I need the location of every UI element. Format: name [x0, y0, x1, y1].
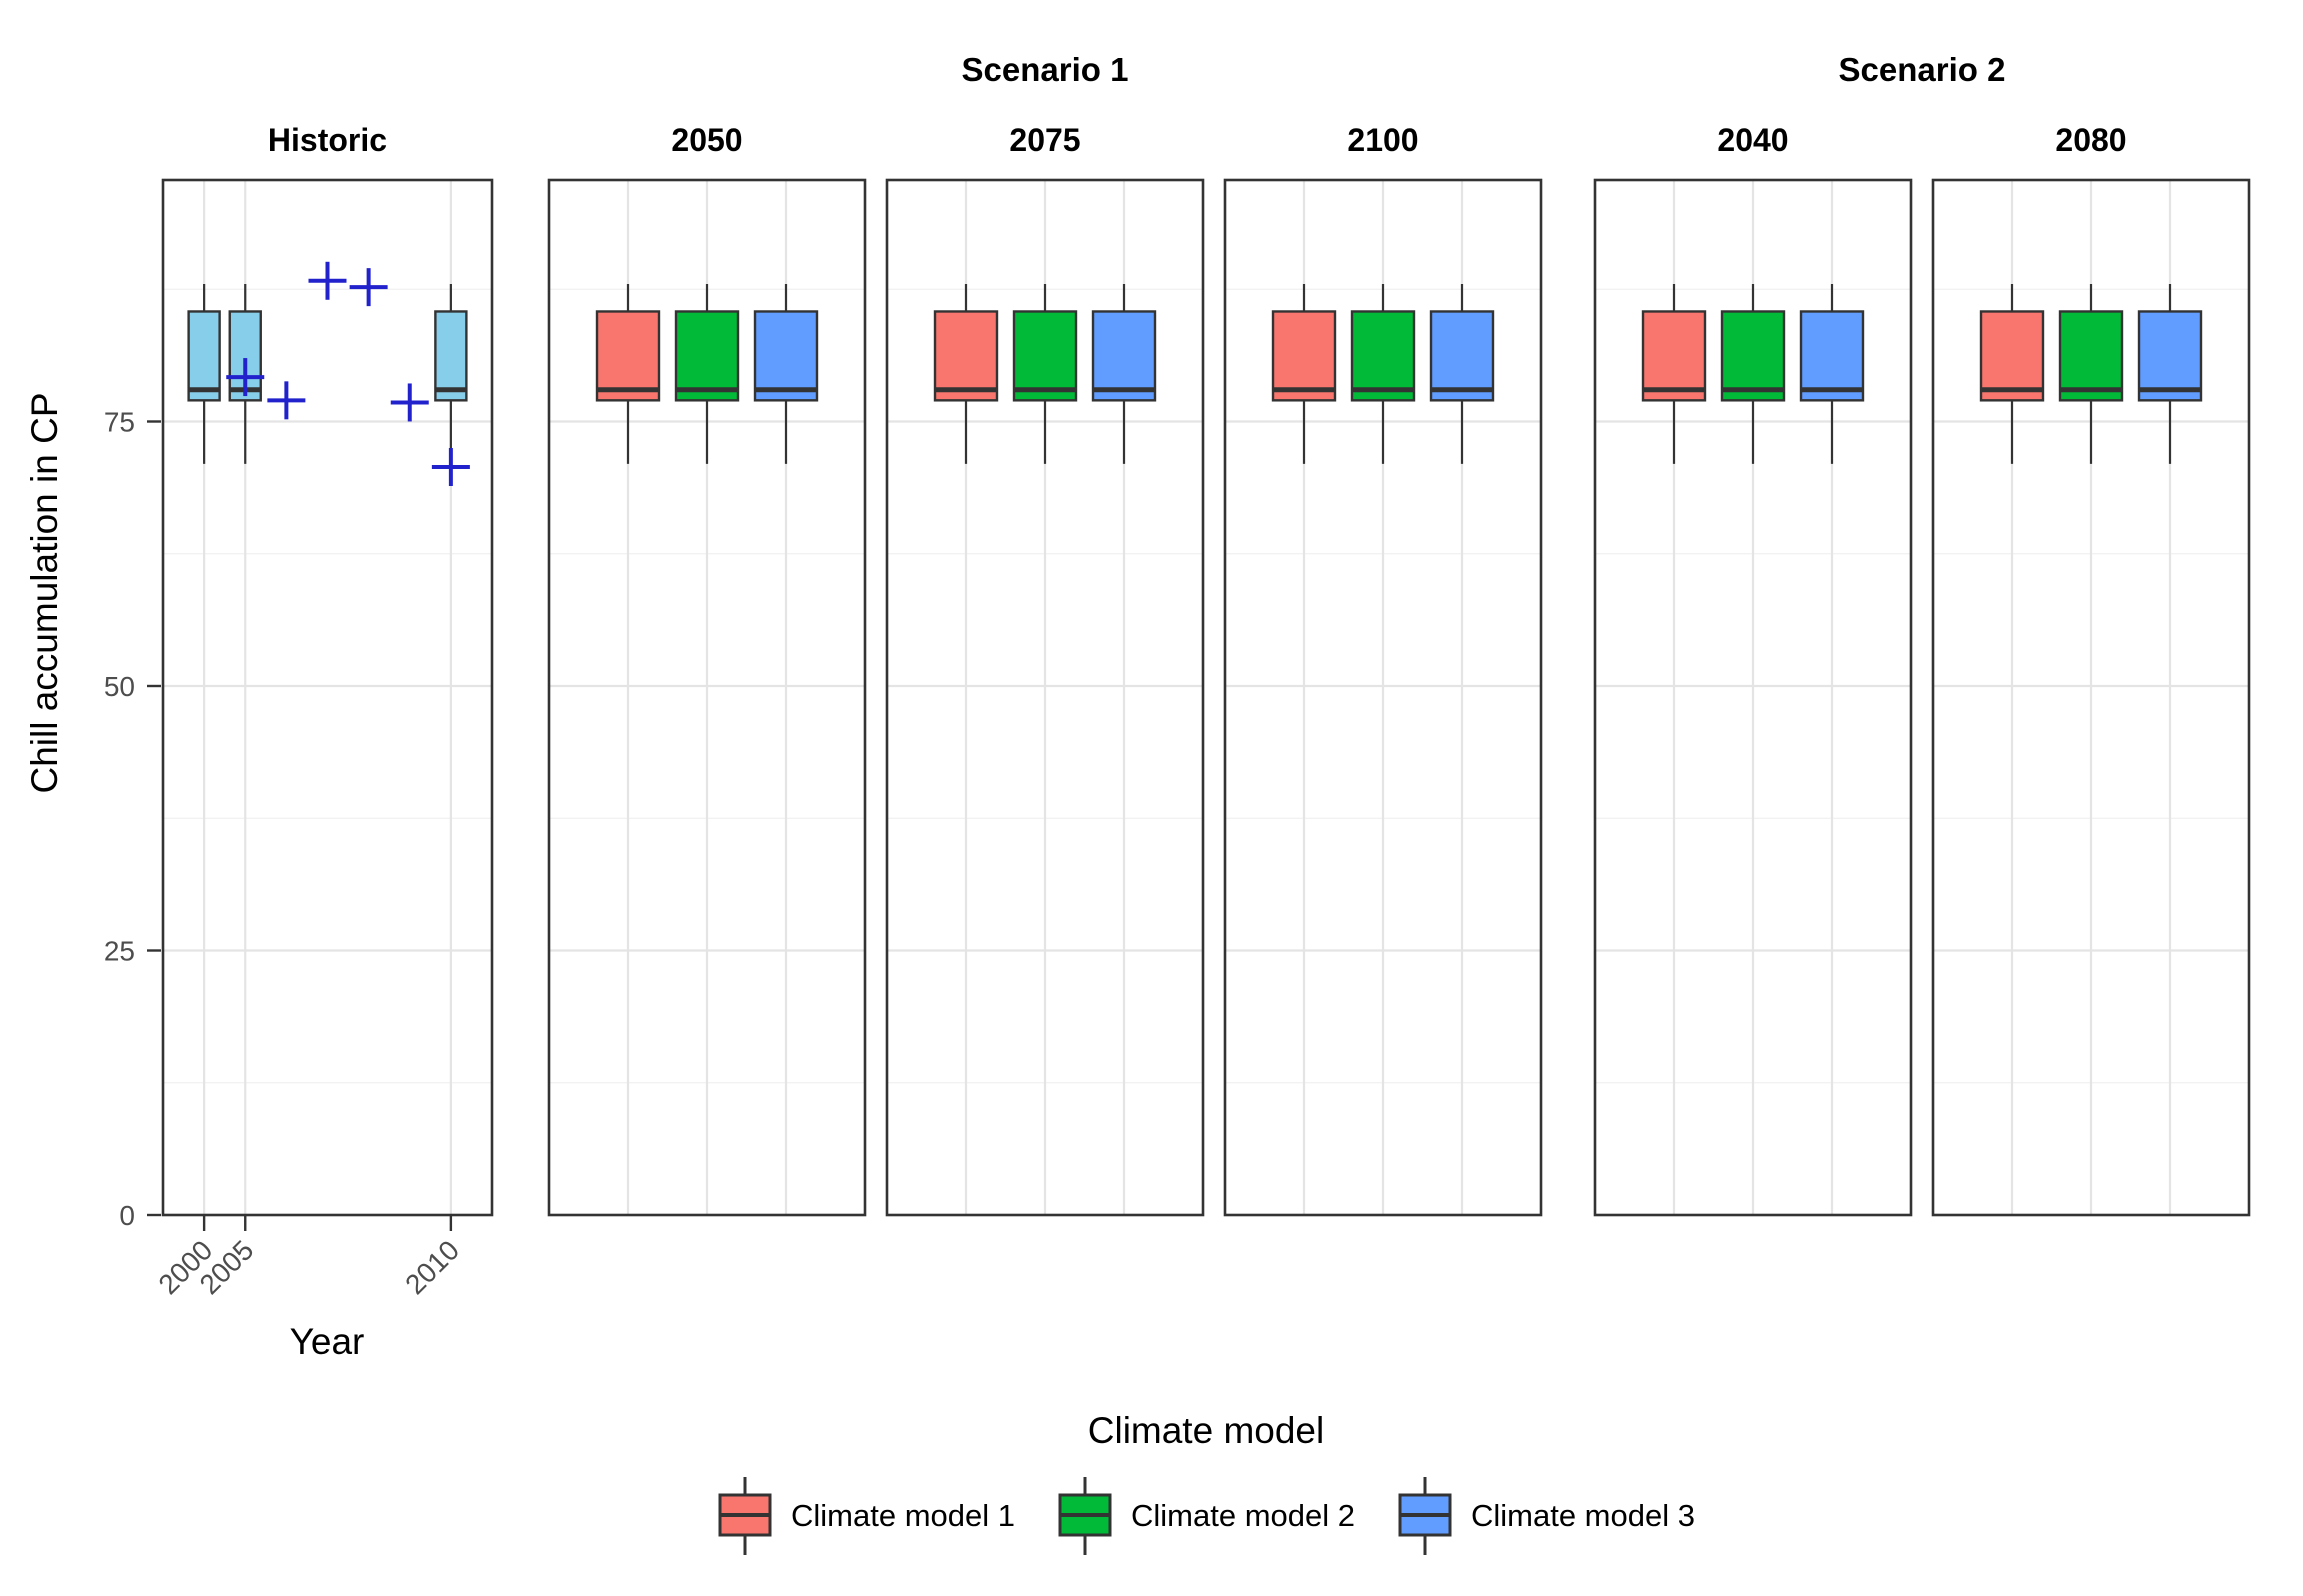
- boxplot-box: [1641, 310, 1707, 402]
- boxplot-box: [187, 310, 221, 402]
- facet-label-2100: 2100: [1347, 122, 1419, 158]
- boxplot-box: [1091, 310, 1157, 402]
- scenario-2-header: Scenario 2: [1838, 51, 2006, 88]
- boxplot-box: [1271, 310, 1337, 402]
- x-axis-tick-label: 2010: [399, 1234, 465, 1300]
- panel-border: [1931, 178, 2251, 1217]
- legend-entry-model2: Climate model 2: [1057, 1474, 1355, 1558]
- panel-border: [1223, 178, 1543, 1217]
- legend-row: Climate model 1 Climate model 2: [717, 1474, 1695, 1558]
- legend: Climate model Climate model 1 Cl: [163, 1410, 2249, 1558]
- boxplot-box: [2137, 310, 2203, 402]
- panel-border: [161, 178, 494, 1217]
- panel-border: [547, 178, 867, 1217]
- facet-label-historic: Historic: [267, 122, 388, 158]
- boxplot-box: [228, 310, 262, 402]
- boxplot-box: [434, 310, 468, 402]
- legend-label: Climate model 3: [1470, 1498, 1695, 1533]
- panel-border: [885, 178, 1205, 1217]
- boxplot-box: [1429, 310, 1495, 402]
- facet-label-2080: 2080: [2055, 122, 2127, 158]
- facet-label-2050: 2050: [671, 122, 743, 158]
- x-axis-title: Year: [289, 1321, 365, 1362]
- legend-label: Climate model 1: [791, 1498, 1015, 1533]
- y-axis-tick-label: 25: [104, 936, 135, 967]
- y-axis-tick-label: 75: [104, 407, 135, 438]
- boxplot-box: [1012, 310, 1078, 402]
- panel-border: [1593, 178, 1913, 1217]
- boxplot-key-icon: [1398, 1477, 1452, 1555]
- boxplot-box: [753, 310, 819, 402]
- y-axis-tick-label: 0: [119, 1200, 135, 1231]
- boxplot-key-icon: [1058, 1477, 1112, 1555]
- legend-label: Climate model 2: [1131, 1498, 1355, 1533]
- boxplot-box: [1979, 310, 2045, 402]
- boxplot-box: [2058, 310, 2124, 402]
- scenario-1-header: Scenario 1: [961, 51, 1129, 88]
- y-axis-tick-label: 50: [104, 671, 135, 702]
- boxplot-box: [1350, 310, 1416, 402]
- legend-entry-model3: Climate model 3: [1397, 1474, 1695, 1558]
- legend-title: Climate model: [1087, 1410, 1325, 1451]
- y-axis-title: Chill accumulation in CP: [24, 392, 65, 794]
- facet-label-2040: 2040: [1717, 122, 1789, 158]
- boxplot-key-icon: [718, 1477, 772, 1555]
- boxplot-box: [595, 310, 661, 402]
- boxplot-box: [674, 310, 740, 402]
- legend-entry-model1: Climate model 1: [717, 1474, 1015, 1558]
- facet-label-2075: 2075: [1009, 122, 1081, 158]
- boxplot-box: [933, 310, 999, 402]
- boxplot-box: [1799, 310, 1865, 402]
- boxplot-box: [1720, 310, 1786, 402]
